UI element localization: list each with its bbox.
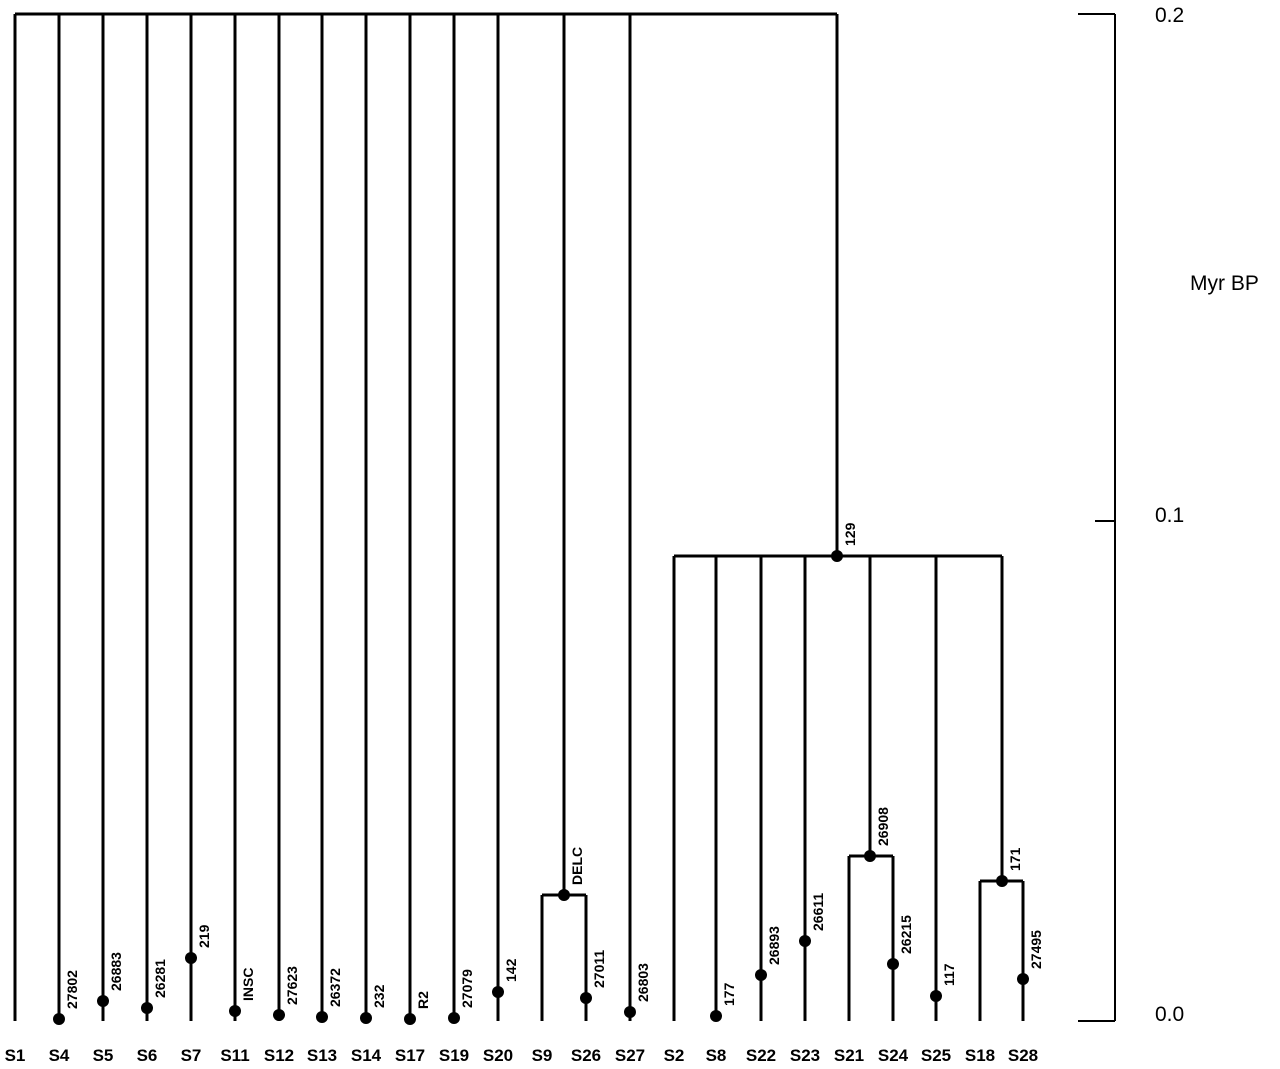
node-label: INSC xyxy=(240,968,256,1001)
node-label: 26803 xyxy=(635,963,651,1002)
node-dot xyxy=(558,889,570,901)
node-label: 27802 xyxy=(64,970,80,1009)
node-label: 129 xyxy=(842,522,858,546)
node-label: 26611 xyxy=(810,893,826,931)
node-dot xyxy=(624,1006,636,1018)
node-dot xyxy=(799,935,811,947)
node-label: 219 xyxy=(196,924,212,948)
leaf-label: S19 xyxy=(439,1046,469,1065)
node-dot xyxy=(996,875,1008,887)
node-dot xyxy=(53,1013,65,1025)
node-dot xyxy=(185,952,197,964)
node-dot xyxy=(710,1010,722,1022)
node-dot xyxy=(448,1012,460,1024)
node-label: 26372 xyxy=(327,968,343,1007)
node-label: 142 xyxy=(503,958,519,982)
node-dot xyxy=(831,550,843,562)
node-label: 26908 xyxy=(875,807,891,846)
leaf-label: S2 xyxy=(664,1046,685,1065)
leaf-label: S6 xyxy=(137,1046,158,1065)
leaf-label: S11 xyxy=(220,1046,249,1065)
node-label: 26883 xyxy=(108,952,124,991)
axis xyxy=(1078,13,1116,1022)
leaf-label: S23 xyxy=(790,1046,820,1065)
tick-label: 0.2 xyxy=(1155,4,1184,27)
leaf-label: S26 xyxy=(571,1046,601,1065)
leaf-label: S27 xyxy=(615,1046,645,1065)
node-label: 177 xyxy=(721,982,737,1006)
leaf-label: S12 xyxy=(264,1046,294,1065)
node-label: DELC xyxy=(569,847,585,885)
node-label: 26215 xyxy=(898,915,914,954)
node-dot xyxy=(580,992,592,1004)
node-label: 26281 xyxy=(152,959,168,998)
tick-label: 0.0 xyxy=(1155,1003,1184,1026)
node-dot xyxy=(864,850,876,862)
leaf-label: S5 xyxy=(93,1046,114,1065)
node-dot xyxy=(887,958,899,970)
leaf-label: S25 xyxy=(921,1046,951,1065)
node-label: 27079 xyxy=(459,969,475,1008)
leaf-label: S20 xyxy=(483,1046,513,1065)
node-dot xyxy=(273,1009,285,1021)
leaf-label: S9 xyxy=(532,1046,553,1065)
node-dot xyxy=(229,1005,241,1017)
leaf-label: S21 xyxy=(834,1046,864,1065)
node-dot xyxy=(1017,973,1029,985)
node-dot xyxy=(492,986,504,998)
node-dot xyxy=(755,969,767,981)
leaf-label: S18 xyxy=(965,1046,995,1065)
leaf-label: S17 xyxy=(395,1046,425,1065)
leaf-label: S8 xyxy=(706,1046,727,1065)
leaf-label: S14 xyxy=(351,1046,382,1065)
leaf-label: S22 xyxy=(746,1046,776,1065)
tree xyxy=(15,12,1023,897)
leaf-label: S24 xyxy=(878,1046,909,1065)
node-dot xyxy=(930,990,942,1002)
node-label: 171 xyxy=(1007,847,1023,871)
node-label: 117 xyxy=(941,963,957,986)
node-label: 232 xyxy=(371,984,387,1008)
node-dot xyxy=(141,1002,153,1014)
leaf-label: S13 xyxy=(307,1046,337,1065)
leaf-label: S28 xyxy=(1008,1046,1038,1065)
node-label: 27495 xyxy=(1028,930,1044,969)
node-label: 27011 xyxy=(591,950,607,988)
leaf-label: S1 xyxy=(5,1046,26,1065)
node-dot xyxy=(97,995,109,1007)
leaf-label: S4 xyxy=(49,1046,70,1065)
node-dot xyxy=(360,1012,372,1024)
node-dot xyxy=(316,1011,328,1023)
node-label: 26893 xyxy=(766,926,782,965)
leaf-label: S7 xyxy=(181,1046,202,1065)
node-label: R2 xyxy=(415,991,431,1009)
tick-label: 0.1 xyxy=(1155,504,1184,527)
axis-label: Myr BP xyxy=(1190,272,1259,295)
node-label: 27623 xyxy=(284,966,300,1005)
node-dot xyxy=(404,1013,416,1025)
